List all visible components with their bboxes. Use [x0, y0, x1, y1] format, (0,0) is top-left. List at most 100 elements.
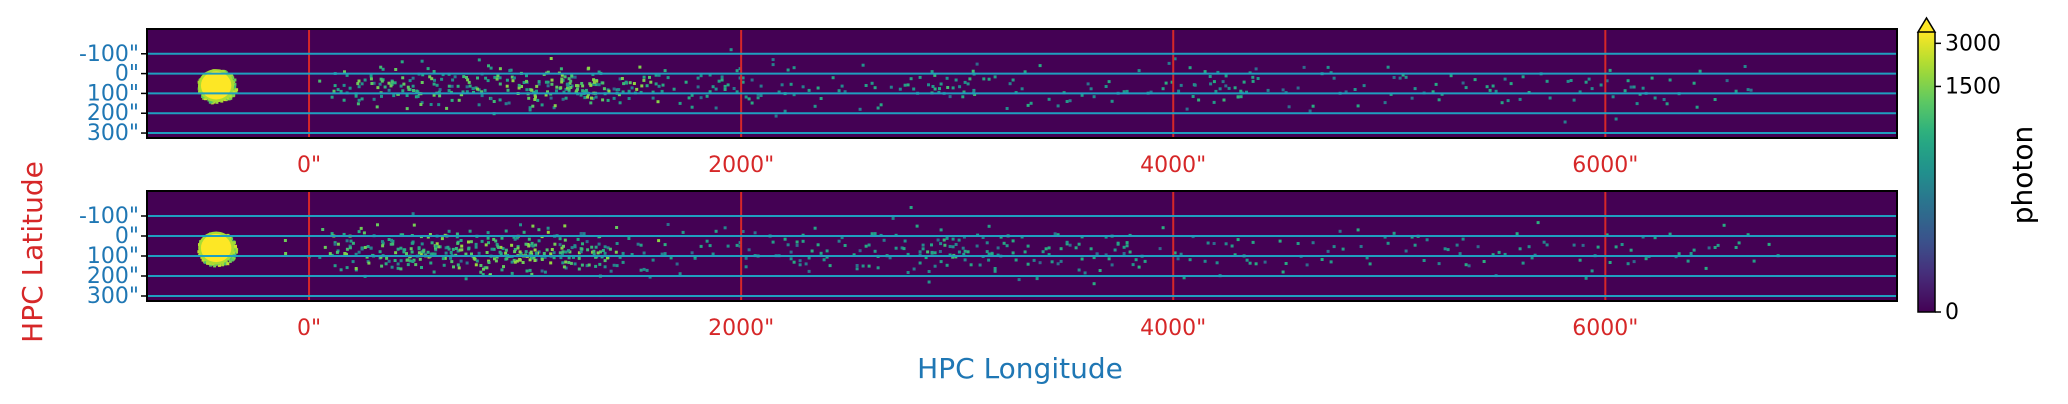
heatmap-cell	[441, 73, 445, 77]
heatmap-cell	[531, 104, 535, 108]
heatmap-cell	[461, 90, 465, 94]
heatmap-cell	[620, 77, 624, 80]
heatmap-cell	[530, 241, 534, 245]
heatmap-cell	[945, 236, 949, 240]
heatmap-cell	[233, 246, 237, 250]
heatmap-cell	[370, 82, 374, 85]
heatmap-cell	[372, 81, 376, 85]
heatmap-cell	[780, 83, 784, 87]
heatmap-cell	[560, 246, 564, 250]
heatmap-cell	[540, 258, 544, 261]
heatmap-cell	[579, 250, 583, 254]
heatmap-cell	[1587, 77, 1591, 81]
heatmap-cell	[233, 78, 237, 82]
heatmap-cell	[873, 232, 877, 236]
heatmap-cell	[1104, 85, 1108, 88]
heatmap-cell	[394, 68, 398, 71]
heatmap-cell	[825, 249, 829, 253]
heatmap-cell	[635, 87, 639, 91]
heatmap-cell	[1542, 240, 1546, 244]
heatmap-cell	[451, 78, 455, 82]
heatmap-cell	[527, 244, 531, 248]
heatmap-cell	[1002, 241, 1006, 245]
heatmap-cell	[220, 99, 224, 103]
heatmap-cell	[696, 76, 700, 80]
heatmap-cell	[586, 95, 590, 99]
heatmap-cell	[559, 86, 563, 90]
heatmap-cell	[699, 74, 703, 78]
heatmap-cell	[937, 90, 941, 94]
x-tick-label: 0"	[297, 316, 321, 341]
heatmap-cell	[333, 84, 337, 88]
heatmap-cell	[400, 60, 404, 64]
x-tick-label: 0"	[297, 153, 321, 178]
heatmap-cell	[561, 97, 565, 101]
heatmap-cell	[507, 101, 511, 105]
heatmap-cell	[876, 106, 880, 110]
heatmap-cell	[1548, 96, 1552, 100]
heatmap-cell	[583, 90, 587, 94]
heatmap-cell	[542, 252, 546, 255]
heatmap-cell	[594, 264, 598, 268]
heatmap-cell	[639, 243, 643, 247]
heatmap-cell	[479, 270, 483, 274]
heatmap-cell	[1212, 80, 1216, 84]
heatmap-cell	[870, 81, 874, 85]
heatmap-cell	[993, 267, 997, 270]
heatmap-cell	[489, 97, 493, 101]
heatmap-cell	[580, 263, 584, 267]
heatmap-cell	[1482, 260, 1486, 263]
heatmap-cell	[1086, 82, 1090, 86]
heatmap-cell	[612, 87, 616, 91]
heatmap-cell	[594, 83, 598, 87]
heatmap-cell	[521, 261, 525, 264]
heatmap-cell	[699, 244, 703, 248]
heatmap-cell	[455, 232, 459, 236]
heatmap-cell	[405, 94, 409, 97]
heatmap-cell	[410, 250, 414, 254]
heatmap-cell	[651, 90, 655, 94]
heatmap-cell	[1449, 74, 1453, 78]
heatmap-cell	[1212, 100, 1216, 104]
heatmap-cell	[383, 85, 387, 89]
heatmap-cell	[555, 89, 558, 93]
heatmap-cell	[945, 263, 949, 267]
heatmap-cell	[657, 239, 661, 243]
heatmap-cell	[1359, 245, 1363, 248]
heatmap-cell	[1392, 76, 1396, 79]
heatmap-cell	[795, 243, 799, 247]
heatmap-cell	[943, 243, 947, 247]
heatmap-cell	[1191, 95, 1195, 98]
heatmap-cell	[732, 87, 736, 90]
heatmap-cell	[443, 256, 447, 260]
y-tick-label: 200"	[87, 264, 139, 289]
heatmap-cell	[642, 251, 646, 255]
heatmap-cell	[447, 247, 451, 251]
heatmap-cell	[204, 260, 207, 264]
heatmap-cell	[1545, 243, 1549, 247]
heatmap-cell	[663, 252, 667, 256]
heatmap-cell	[1518, 97, 1522, 101]
heatmap-cell	[879, 103, 883, 107]
heatmap-cell	[837, 239, 841, 243]
heatmap-cell	[1245, 90, 1248, 94]
heatmap-cell	[476, 76, 479, 80]
heatmap-cell	[1011, 239, 1015, 243]
heatmap-cell	[1503, 252, 1507, 256]
heatmap-cell	[1305, 263, 1309, 267]
heatmap-cell	[564, 87, 568, 91]
heatmap-cell	[753, 231, 757, 235]
heatmap-cell	[1193, 83, 1197, 87]
heatmap-cell	[229, 94, 233, 98]
heatmap-cell	[348, 244, 352, 248]
heatmap-cell	[592, 252, 596, 256]
heatmap-cell	[533, 98, 537, 101]
heatmap-cell	[530, 272, 534, 276]
heatmap-cell	[1713, 98, 1717, 101]
heatmap-cell	[510, 271, 514, 275]
heatmap-cell	[1110, 99, 1114, 103]
heatmap-cell	[493, 75, 497, 79]
heatmap-cell	[504, 102, 508, 106]
heatmap-cell	[378, 250, 382, 254]
heatmap-cell	[598, 262, 602, 266]
